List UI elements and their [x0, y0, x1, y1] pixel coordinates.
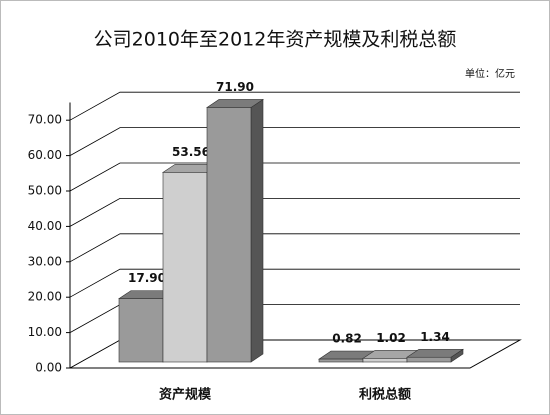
x-tick-label: 利税总额 [359, 387, 411, 403]
chart-title: 公司2010年至2012年资产规模及利税总额 [94, 29, 457, 51]
value-label: 1.02 [376, 331, 406, 345]
bar [118, 298, 164, 363]
value-label: 1.34 [420, 330, 450, 344]
y-tick-label: 20.00 [28, 290, 62, 304]
y-tick-label: 0.00 [35, 361, 62, 375]
y-tick-label: 60.00 [28, 148, 62, 162]
value-label: 17.90 [128, 271, 166, 285]
y-tick-label: 50.00 [28, 184, 62, 198]
grid-line [69, 268, 520, 298]
value-label: 53.56 [172, 145, 210, 159]
bar-side [250, 98, 264, 363]
y-tick-label: 30.00 [28, 254, 62, 268]
grid-line [69, 233, 520, 263]
y-tick-label: 40.00 [28, 219, 62, 233]
grid-line [69, 127, 520, 156]
value-label: 0.82 [332, 332, 362, 346]
side-wall [70, 74, 120, 368]
y-tick-label: 10.00 [28, 325, 62, 339]
grid-line [69, 162, 520, 192]
unit-label: 单位：亿元 [465, 67, 515, 80]
x-tick-label: 资产规模 [159, 387, 212, 403]
bar [206, 107, 252, 363]
grid-line [69, 91, 520, 121]
grid-line [69, 197, 520, 227]
bar [362, 358, 408, 363]
bar [162, 172, 208, 363]
value-label: 71.90 [216, 80, 254, 94]
bar [318, 358, 364, 363]
bar [406, 356, 452, 363]
y-tick-label: 70.00 [28, 113, 62, 127]
